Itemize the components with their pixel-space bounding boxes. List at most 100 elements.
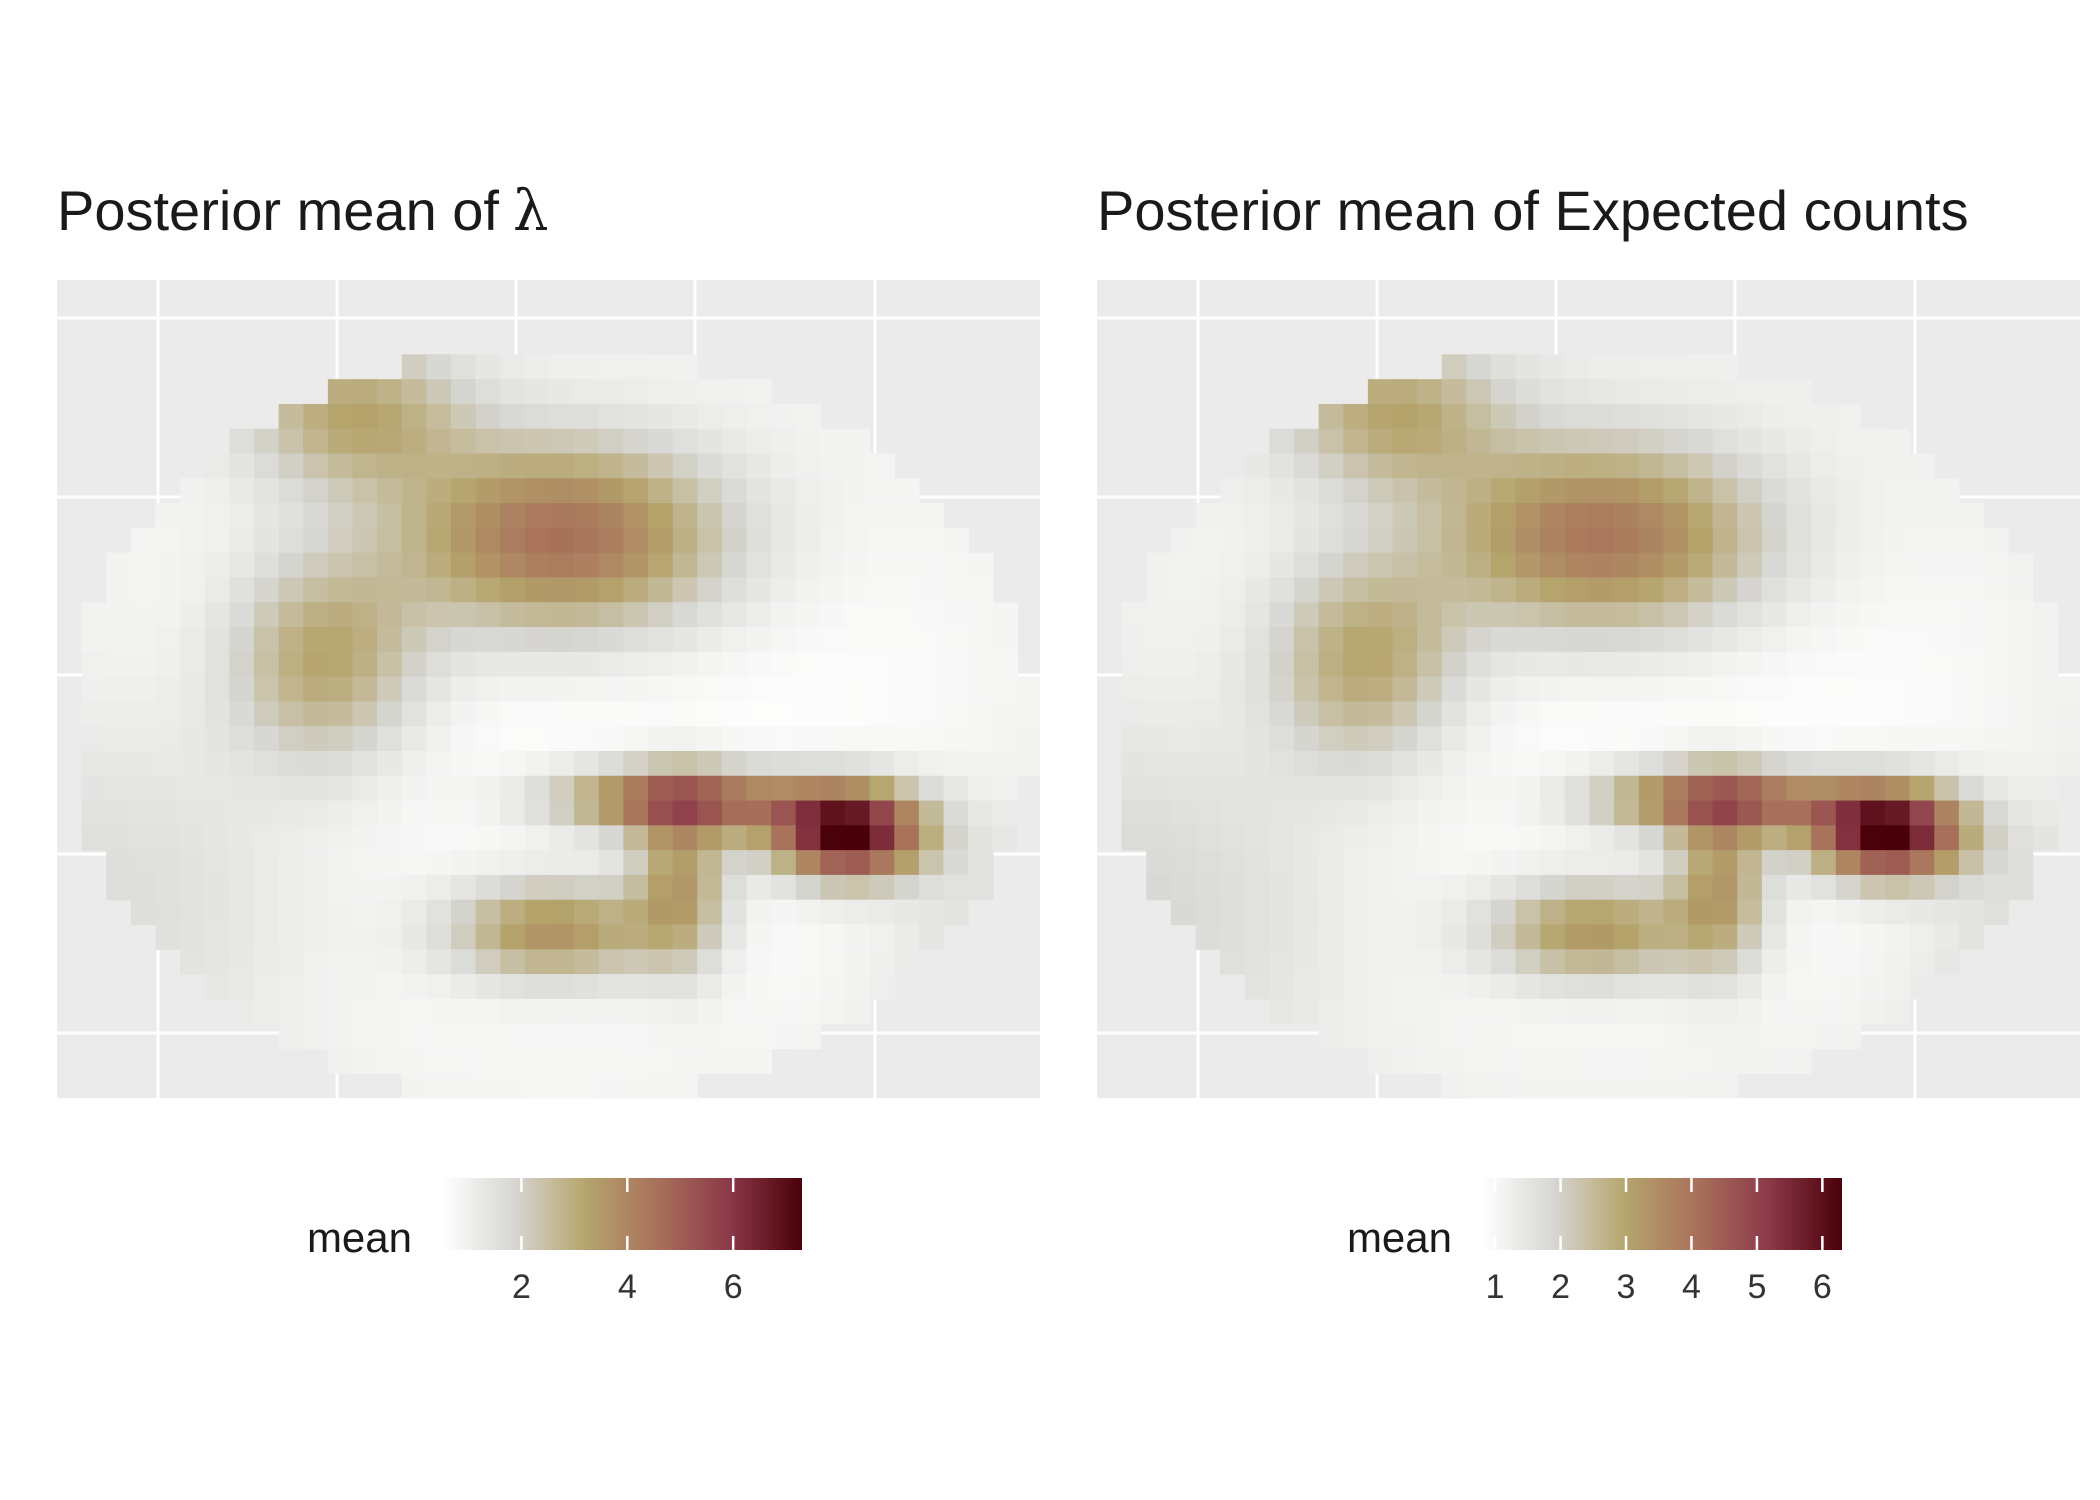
heatmap-cell	[672, 974, 698, 1000]
heatmap-cell	[1343, 676, 1369, 702]
heatmap-cell	[648, 750, 674, 777]
heatmap-cell	[771, 651, 797, 678]
heatmap-cell	[1811, 453, 1837, 479]
heatmap-cell	[894, 924, 920, 950]
heatmap-cell	[1540, 1073, 1566, 1099]
heatmap-cell	[820, 924, 846, 950]
heatmap-cell	[1343, 726, 1369, 752]
heatmap-cell	[1417, 478, 1443, 504]
heatmap-cell	[1367, 899, 1394, 926]
heatmap-cell	[1934, 627, 1960, 653]
heatmap-cell	[352, 924, 378, 950]
heatmap-cell	[1835, 825, 1861, 851]
heatmap-cell	[992, 676, 1018, 702]
heatmap-cell	[1614, 527, 1640, 554]
heatmap-cell	[1564, 453, 1591, 479]
heatmap-cell	[1294, 924, 1320, 950]
heatmap-cell	[672, 577, 698, 603]
heatmap-cell	[1367, 627, 1394, 653]
heatmap-cell	[697, 676, 723, 702]
heatmap-cell	[1417, 676, 1443, 702]
heatmap-cell	[1466, 775, 1492, 802]
heatmap-cell	[451, 701, 477, 727]
heatmap-cell	[426, 1048, 452, 1074]
heatmap-cell	[795, 1023, 821, 1050]
heatmap-cell	[1170, 701, 1197, 727]
heatmap-cell	[451, 552, 477, 579]
heatmap-cell	[1688, 974, 1714, 1000]
heatmap-cell	[1515, 503, 1541, 529]
heatmap-cell	[869, 577, 895, 603]
heatmap-cell	[869, 453, 895, 479]
heatmap-cell	[475, 453, 501, 479]
heatmap-cell	[1761, 428, 1788, 455]
heatmap-cell	[1835, 1023, 1861, 1050]
heatmap-cell	[549, 850, 575, 876]
heatmap-cell	[1761, 750, 1788, 777]
heatmap-cell	[204, 974, 230, 1000]
heatmap-cell	[106, 800, 132, 826]
heatmap-cell	[1614, 478, 1640, 504]
heatmap-cell	[894, 899, 920, 926]
heatmap-cell	[1712, 750, 1738, 777]
heatmap-cell	[746, 850, 772, 876]
heatmap-cell	[721, 775, 748, 802]
heatmap-cell	[475, 403, 501, 430]
heatmap-cell	[1367, 750, 1394, 777]
heatmap-cell	[943, 676, 969, 702]
heatmap-cell	[475, 651, 501, 678]
heatmap-cell	[81, 676, 107, 702]
heatmap-cell	[1367, 701, 1394, 727]
heatmap-cell	[1491, 726, 1517, 752]
heatmap-cell	[180, 676, 206, 702]
heatmap-cell	[1343, 503, 1369, 529]
heatmap-cell	[1220, 775, 1246, 802]
heatmap-cell	[845, 552, 871, 579]
heatmap-cell	[943, 850, 969, 876]
heatmap-cell	[795, 676, 821, 702]
heatmap-cell	[1909, 825, 1935, 851]
heatmap-cell	[254, 850, 280, 876]
heatmap-cell	[1244, 800, 1270, 826]
heatmap-cell	[574, 874, 600, 901]
heatmap-cell	[377, 850, 403, 876]
heatmap-cell	[229, 825, 255, 851]
heatmap-cell	[2032, 651, 2058, 678]
heatmap-cell	[303, 503, 329, 529]
heatmap-cell	[968, 874, 994, 901]
heatmap-cell	[1318, 974, 1344, 1000]
heatmap-cell	[1614, 1073, 1640, 1099]
heatmap-cell	[1663, 577, 1689, 603]
heatmap-cell	[2008, 676, 2034, 702]
heatmap-cell	[869, 676, 895, 702]
heatmap-cell	[1663, 478, 1689, 504]
heatmap-cell	[1294, 503, 1320, 529]
heatmap-cell	[1220, 825, 1246, 851]
heatmap-cell	[130, 750, 157, 777]
heatmap-cell	[1441, 850, 1467, 876]
chart-title: Posterior mean of λ	[57, 178, 548, 244]
heatmap-cell	[549, 726, 575, 752]
heatmap-cell	[1663, 701, 1689, 727]
heatmap-cell	[1712, 775, 1738, 802]
heatmap-cell	[1934, 602, 1960, 628]
heatmap-cell	[352, 527, 378, 554]
heatmap-cell	[303, 577, 329, 603]
heatmap-cell	[1712, 800, 1738, 826]
heatmap-cell	[1835, 676, 1861, 702]
heatmap-cell	[180, 627, 206, 653]
heatmap-cell	[771, 949, 797, 975]
heatmap-cell	[2008, 726, 2034, 752]
heatmap-cell	[524, 701, 551, 727]
heatmap-cell	[968, 552, 994, 579]
heatmap-cell	[204, 503, 230, 529]
heatmap-cell	[943, 750, 969, 777]
heatmap-cell	[1835, 974, 1861, 1000]
heatmap-cell	[820, 503, 846, 529]
heatmap-cell	[1417, 602, 1443, 628]
heatmap-cell	[1688, 775, 1714, 802]
heatmap-cell	[1638, 453, 1664, 479]
heatmap-cell	[1909, 627, 1935, 653]
heatmap-cell	[1835, 602, 1861, 628]
heatmap-cell	[1761, 998, 1788, 1025]
